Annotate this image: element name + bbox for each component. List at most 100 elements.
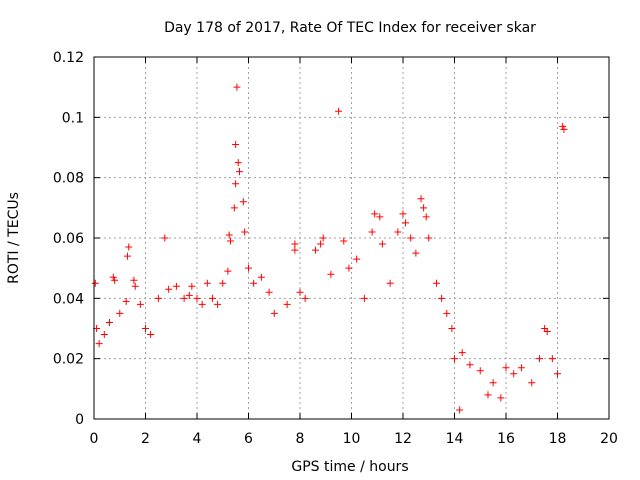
data-point (270, 309, 278, 317)
data-point (226, 237, 234, 245)
y-tick-label: 0.06 (53, 231, 84, 247)
data-point (208, 294, 216, 302)
data-point (296, 288, 304, 296)
data-point (214, 300, 222, 308)
data-point (543, 328, 551, 336)
data-point (172, 282, 180, 290)
data-point (130, 276, 138, 284)
data-point (232, 180, 240, 188)
data-point (291, 240, 299, 248)
data-point (136, 300, 144, 308)
x-tick-label: 2 (141, 431, 150, 447)
data-point (235, 168, 243, 176)
y-tick-label: 0.04 (53, 291, 84, 307)
data-point (188, 282, 196, 290)
data-point (554, 370, 561, 378)
data-point (125, 243, 133, 251)
data-point (528, 379, 536, 387)
data-point (466, 361, 474, 369)
x-tick-label: 12 (394, 431, 412, 447)
data-point (225, 231, 233, 239)
data-point (95, 340, 103, 348)
data-point (161, 234, 169, 242)
data-point (535, 355, 543, 363)
data-point (425, 234, 433, 242)
data-point (432, 279, 440, 287)
data-point (230, 204, 238, 212)
data-point (497, 394, 505, 402)
data-point (123, 252, 131, 260)
data-point (489, 379, 497, 387)
data-point (291, 246, 299, 254)
data-point (502, 364, 510, 372)
data-point (510, 370, 518, 378)
data-point (165, 285, 173, 293)
data-point (131, 282, 139, 290)
x-tick-label: 4 (193, 431, 202, 447)
data-point (116, 309, 124, 317)
data-point (399, 210, 407, 218)
y-tick-label: 0.1 (62, 110, 84, 126)
y-tick-label: 0 (75, 412, 84, 428)
y-tick-label: 0.08 (53, 171, 84, 187)
data-point (239, 198, 247, 206)
data-point (111, 276, 119, 284)
data-point (232, 140, 240, 148)
data-point (443, 309, 451, 317)
data-point (105, 318, 113, 326)
data-point (420, 204, 428, 212)
x-tick-label: 6 (244, 431, 253, 447)
chart-title: Day 178 of 2017, Rate Of TEC Index for r… (164, 20, 536, 36)
data-points (91, 83, 568, 414)
data-point (517, 364, 525, 372)
data-point (198, 300, 206, 308)
data-point (560, 125, 568, 133)
data-point (402, 219, 410, 227)
data-point (301, 294, 309, 302)
x-tick-label: 0 (90, 431, 99, 447)
data-point (458, 349, 466, 357)
data-point (180, 294, 188, 302)
data-point (203, 279, 211, 287)
x-tick-label: 8 (296, 431, 305, 447)
data-point (412, 249, 420, 257)
data-point (109, 273, 117, 281)
data-point (484, 391, 492, 399)
x-tick-label: 10 (343, 431, 361, 447)
data-point (422, 213, 430, 221)
data-point (257, 273, 265, 281)
data-point (193, 294, 201, 302)
data-point (394, 228, 402, 236)
y-axis-label: ROTI / TECUs (6, 192, 22, 284)
data-point (353, 255, 361, 263)
data-point (142, 325, 149, 332)
data-point (417, 195, 425, 203)
data-point (548, 355, 556, 363)
data-point (250, 279, 258, 287)
data-point (185, 291, 193, 299)
data-point (219, 279, 227, 287)
data-point (283, 300, 291, 308)
data-point (378, 240, 386, 248)
data-point (448, 325, 456, 332)
data-point (319, 234, 327, 242)
data-point (100, 331, 108, 339)
data-point (241, 228, 249, 236)
data-point (559, 122, 567, 130)
data-point (345, 264, 353, 272)
y-tick-label: 0.02 (53, 352, 84, 368)
data-point (317, 240, 325, 248)
data-point (371, 210, 379, 218)
data-point (233, 83, 241, 91)
data-point (265, 288, 273, 296)
x-tick-label: 20 (600, 431, 618, 447)
data-point (386, 279, 394, 287)
data-point (476, 367, 484, 375)
x-tick-label: 18 (549, 431, 567, 447)
data-point (224, 267, 232, 275)
data-point (91, 279, 99, 287)
data-point (122, 297, 130, 305)
data-point (360, 294, 368, 302)
data-point (335, 107, 343, 115)
